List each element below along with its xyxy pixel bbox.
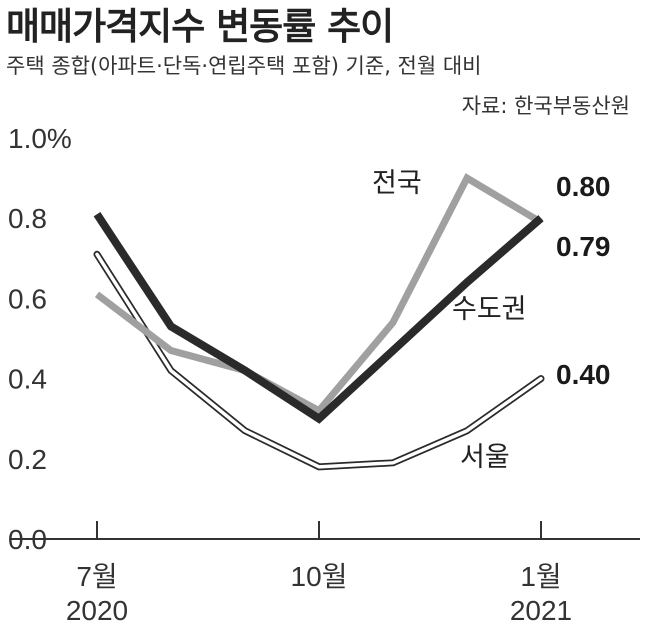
series-line-capital: [93, 211, 544, 424]
chart-subtitle: 주택 종합(아파트·단독·연립주택 포함) 기준, 전월 대비: [6, 54, 482, 78]
series-line-seoul: [95, 252, 543, 469]
y-tick-label: 0.4: [8, 364, 47, 395]
x-tick-year: 2020: [66, 595, 128, 623]
series-name-label: 서울: [460, 442, 510, 473]
y-tick-label: 0.8: [8, 203, 47, 234]
series-line-national: [94, 173, 543, 416]
y-tick-label: 0.6: [8, 283, 47, 314]
y-tick-label: 0.2: [8, 444, 47, 475]
x-tick-label: 1월: [520, 561, 561, 592]
end-value-label: 0.80: [556, 171, 611, 202]
y-tick-label: 1.0%: [8, 123, 72, 154]
x-tick-label: 10월: [291, 561, 348, 592]
x-tick-year: 2021: [510, 595, 572, 623]
end-value-label: 0.79: [556, 231, 611, 262]
chart-source: 자료: 한국부동산원: [461, 94, 630, 118]
y-tick-label: 0.0: [8, 524, 47, 555]
x-tick-label: 7월: [76, 561, 117, 592]
series-name-label: 전국: [372, 168, 422, 199]
chart-title: 매매가격지수 변동률 추이: [6, 5, 394, 48]
series-name-label: 수도권: [452, 294, 527, 325]
end-value-label: 0.40: [556, 359, 611, 390]
